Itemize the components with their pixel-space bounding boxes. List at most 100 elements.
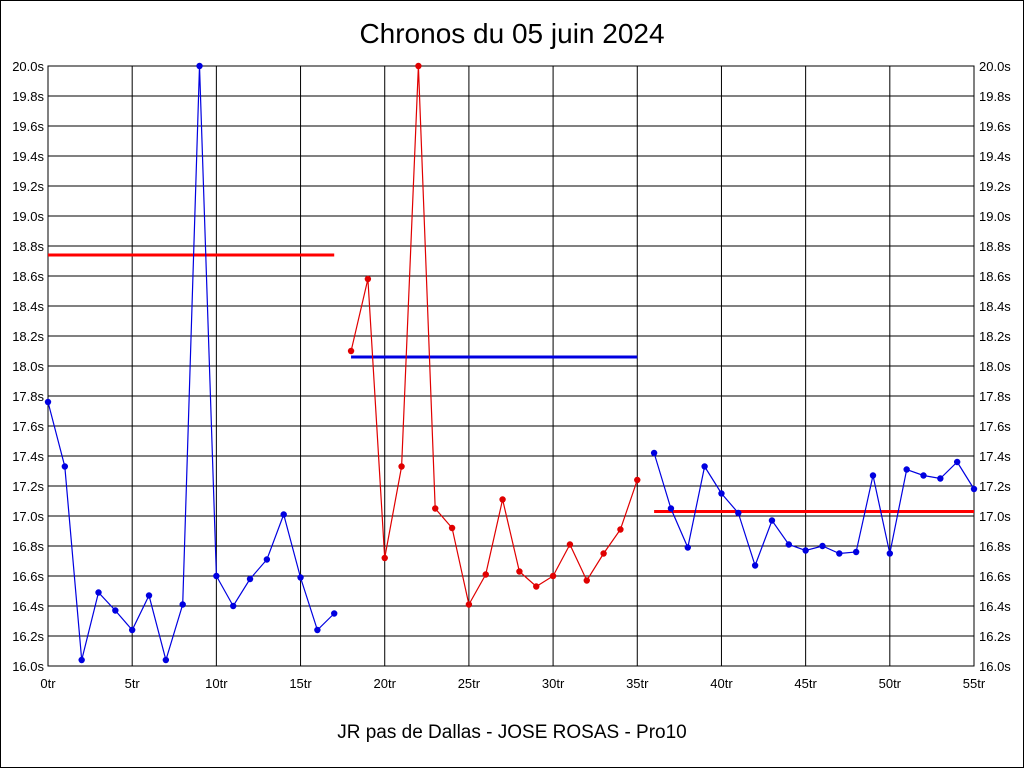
x-tick-label: 40tr [710,676,733,691]
y-tick-label-left: 18.2s [12,329,44,344]
y-tick-label-right: 18.6s [979,269,1011,284]
data-point [785,541,792,548]
y-tick-label-right: 16.0s [979,659,1011,674]
data-point [852,548,860,556]
data-point [230,602,237,610]
data-point [920,472,927,479]
y-tick-label-left: 16.6s [12,569,44,584]
data-point [701,463,708,470]
data-point [751,562,759,569]
y-tick-label-right: 19.0s [979,209,1011,224]
data-point [246,575,254,583]
y-tick-label-left: 16.8s [12,539,44,554]
data-point [718,490,725,497]
data-point [78,656,85,664]
y-tick-label-right: 20.0s [979,59,1011,74]
x-tick-label: 0tr [40,676,56,691]
data-point [684,544,691,551]
y-tick-label-left: 19.2s [12,179,44,194]
data-point [314,626,321,634]
data-point [903,466,910,473]
x-tick-label: 50tr [879,676,902,691]
data-point [95,589,102,596]
data-point [886,550,894,557]
data-point [381,554,388,562]
y-tick-label-left: 19.0s [12,209,44,224]
y-tick-label-right: 18.4s [979,299,1011,314]
data-point [650,449,658,457]
data-point [566,541,574,548]
y-tick-label-left: 18.0s [12,359,44,374]
data-point [583,577,590,584]
x-tick-label: 35tr [626,676,649,691]
data-point [331,610,338,617]
y-tick-label-right: 17.6s [979,419,1011,434]
y-tick-label-right: 17.2s [979,479,1011,494]
y-tick-label-left: 19.4s [12,149,44,164]
data-point [634,476,641,484]
y-tick-label-left: 17.2s [12,479,44,494]
data-point [297,574,304,581]
data-point [600,550,607,557]
y-tick-label-right: 16.8s [979,539,1011,554]
y-tick-label-right: 16.6s [979,569,1011,584]
y-tick-label-right: 16.4s [979,599,1011,614]
data-point [953,458,961,466]
data-point [499,496,506,503]
y-tick-label-right: 18.8s [979,239,1011,254]
chart-title: Chronos du 05 juin 2024 [359,18,665,49]
y-tick-label-right: 17.4s [979,449,1011,464]
data-point [549,572,557,580]
data-point [196,62,203,70]
y-tick-label-left: 16.4s [12,599,44,614]
data-point [836,550,843,557]
y-tick-label-right: 19.8s [979,89,1011,104]
data-point [145,592,153,599]
data-point [937,475,944,482]
data-point [482,571,489,578]
data-point [533,583,540,590]
series-line-3 [653,452,975,568]
data-point [869,472,877,479]
x-tick-label: 20tr [374,676,397,691]
y-tick-label-left: 18.4s [12,299,44,314]
data-point [364,275,372,283]
y-tick-label-right: 19.6s [979,119,1011,134]
data-point [667,505,675,512]
series-line-2 [350,65,638,607]
data-point [415,62,422,70]
data-point [819,542,826,550]
chart-footer: JR pas de Dallas - JOSE ROSAS - Pro10 [337,722,687,743]
y-tick-label-left: 20.0s [12,59,44,74]
y-tick-label-left: 19.6s [12,119,44,134]
data-point [516,568,523,575]
y-tick-label-left: 16.2s [12,629,44,644]
y-tick-label-right: 19.4s [979,149,1011,164]
data-point [179,601,186,608]
data-point [213,572,220,580]
data-point [398,463,405,470]
y-tick-label-right: 17.0s [979,509,1011,524]
data-point [617,526,624,533]
data-point [970,485,978,493]
data-point [735,509,742,517]
y-tick-label-right: 18.2s [979,329,1011,344]
data-point [768,517,776,524]
x-tick-label: 55tr [963,676,986,691]
y-tick-label-left: 19.8s [12,89,44,104]
y-tick-label-left: 17.6s [12,419,44,434]
y-tick-label-right: 19.2s [979,179,1011,194]
data-point [61,463,69,470]
y-tick-label-right: 17.8s [979,389,1011,404]
y-tick-label-left: 18.6s [12,269,44,284]
y-tick-label-left: 18.8s [12,239,44,254]
x-tick-label: 15tr [289,676,312,691]
y-tick-label-left: 17.0s [12,509,44,524]
data-point [112,607,119,614]
data-point [347,347,355,355]
data-point [128,626,136,634]
y-tick-label-right: 18.0s [979,359,1011,374]
x-tick-label: 25tr [458,676,481,691]
x-tick-label: 5tr [125,676,141,691]
x-tick-label: 45tr [794,676,817,691]
